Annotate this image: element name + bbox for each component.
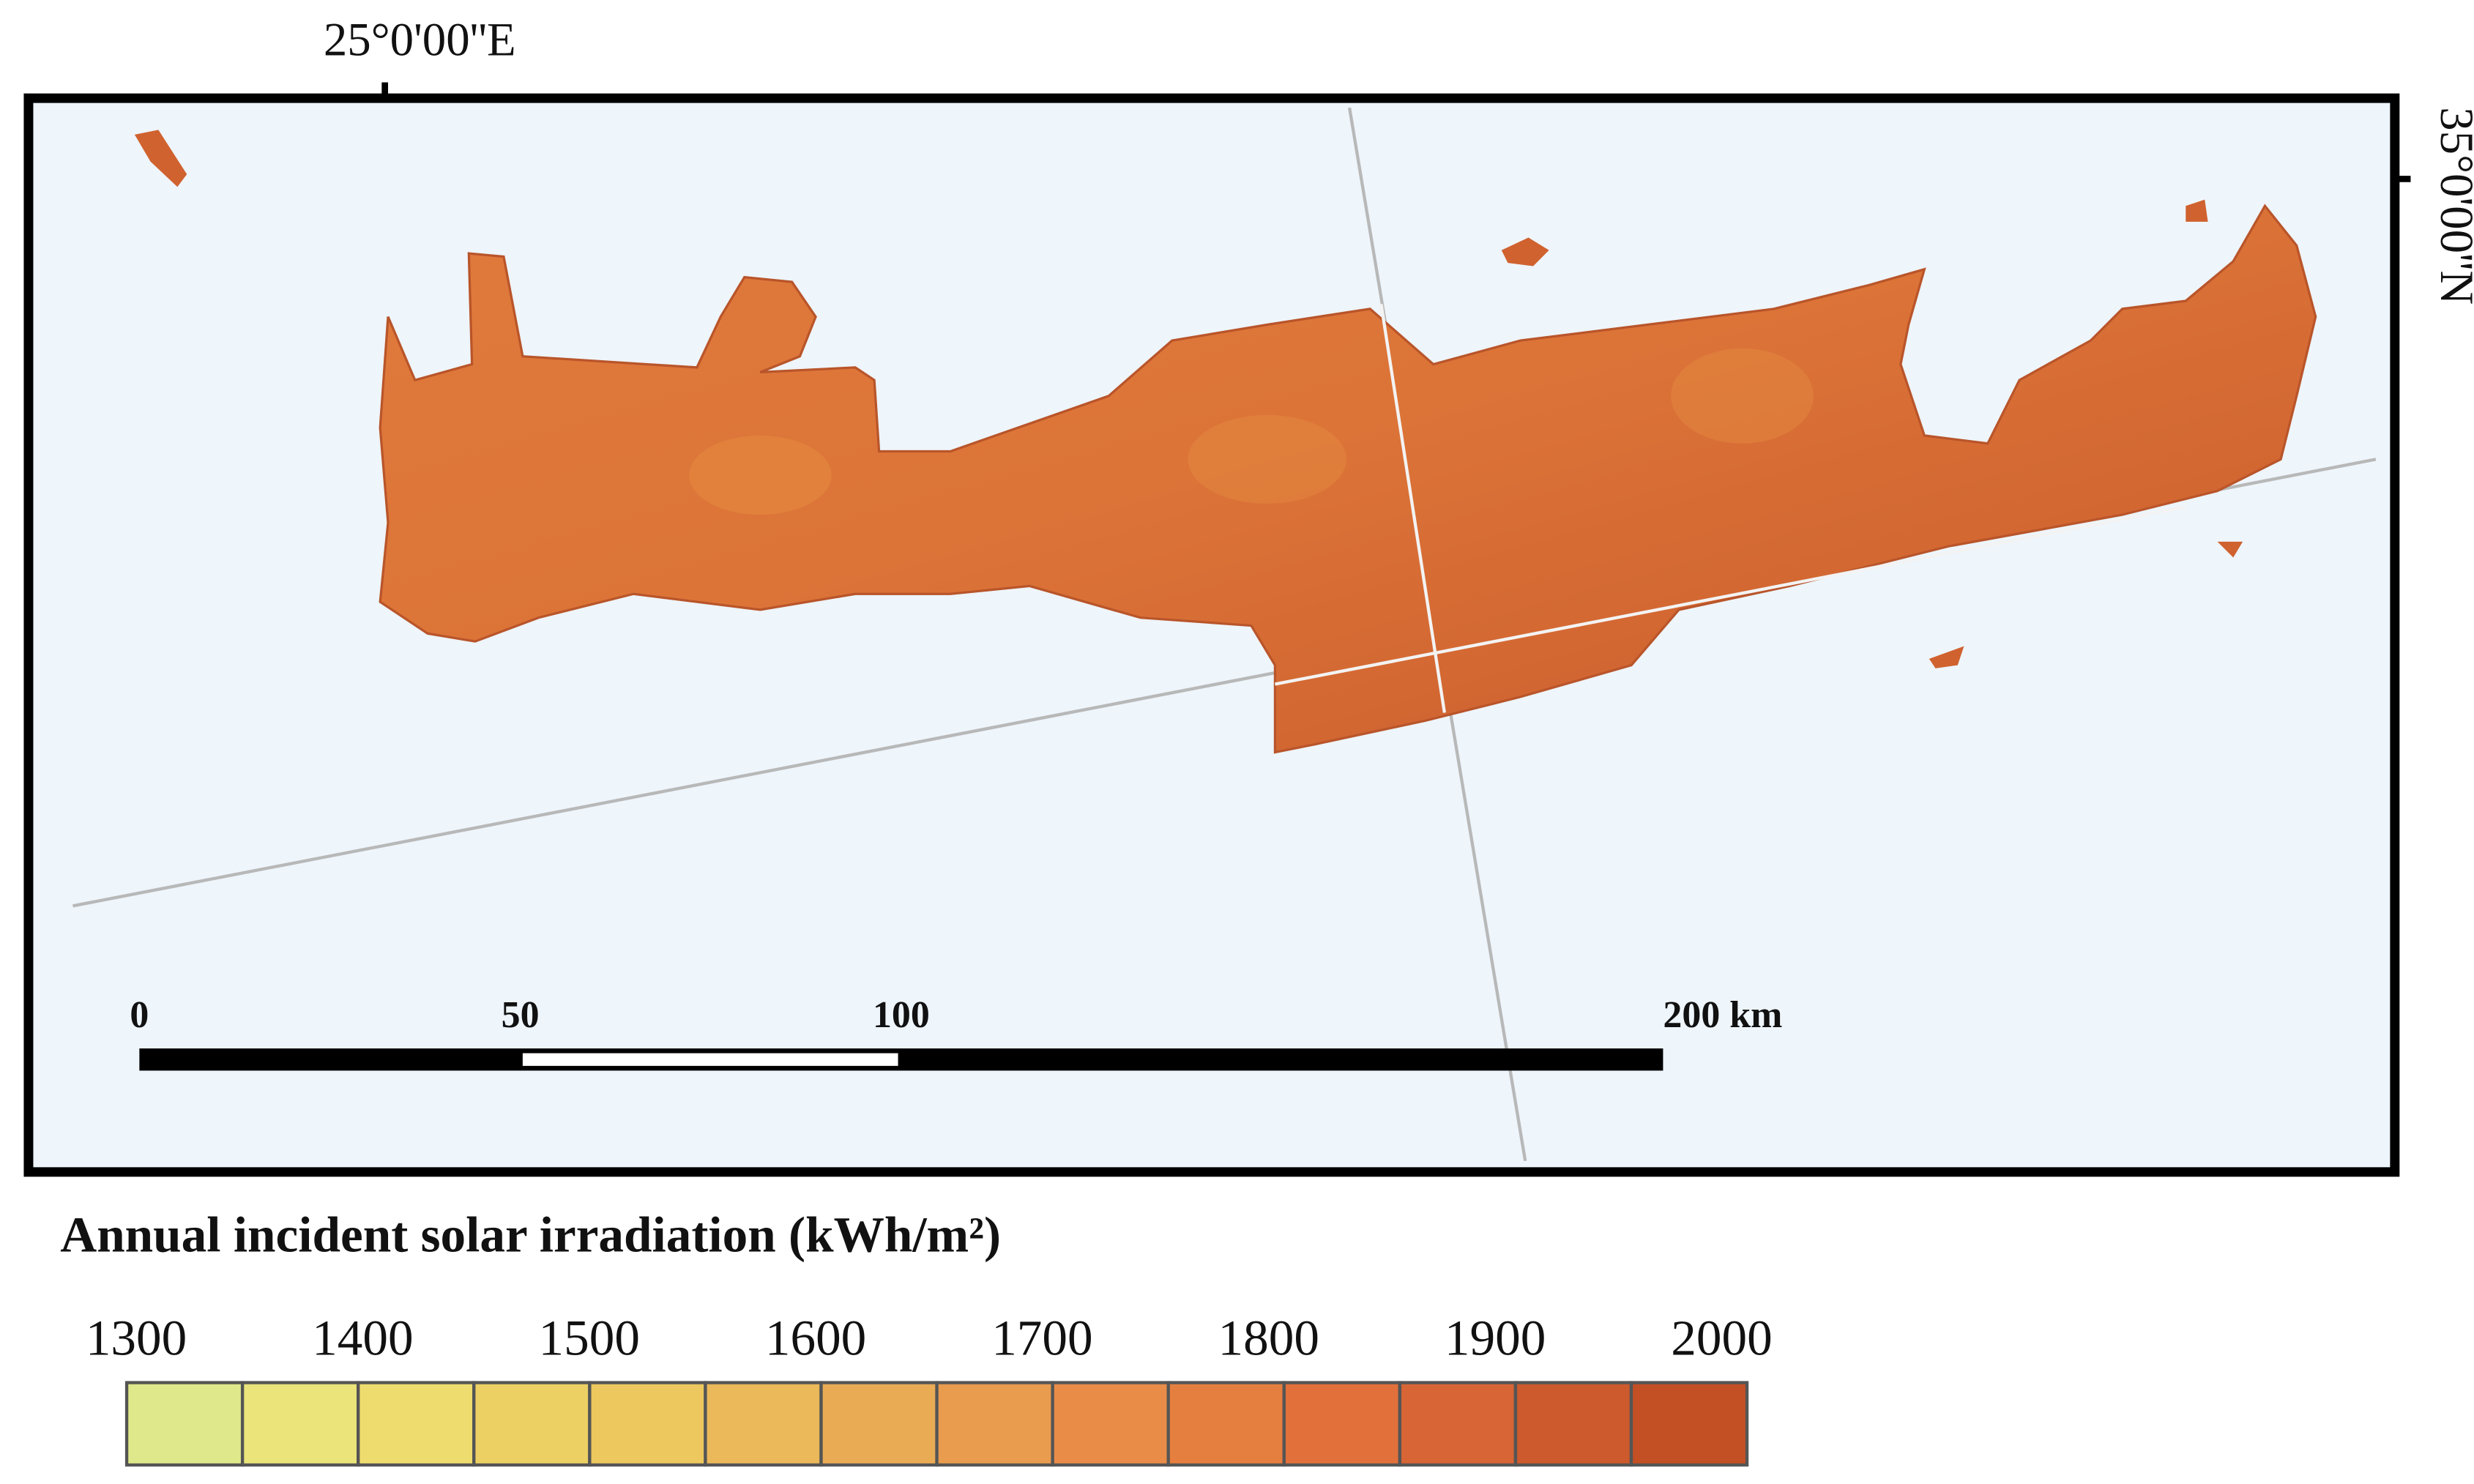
latitude-label: 35°0'00''N [2430,107,2474,305]
terrain-highlight [689,435,832,515]
islet [2217,541,2243,558]
legend-swatch [819,1381,939,1467]
scale-bar-segment [522,1053,898,1066]
legend-swatch [1051,1381,1170,1467]
islet [134,130,187,187]
map-frame [23,93,2400,1177]
legend-tick-label: 1700 [991,1309,1092,1365]
terrain-highlight [1671,348,1814,444]
legend-swatch [588,1381,707,1467]
graticule-over-land [1379,304,1447,713]
legend-swatch [1282,1381,1402,1467]
islet [2186,199,2208,222]
legend-tick-label: 2000 [1671,1309,1772,1365]
islet [1929,646,1964,668]
scale-labels: 0 50 100 200 km [130,994,1782,1036]
longitude-label: 25°0'00''E [324,13,516,66]
legend-swatch [1629,1381,1749,1467]
legend-swatch [1513,1381,1633,1467]
legend-swatch [1398,1381,1518,1467]
legend-ticks: 1300 1400 1500 1600 1700 1800 1900 2000 [86,1309,1773,1365]
island-crete [379,204,2317,754]
legend-tick-label: 1500 [539,1309,640,1365]
islet [1501,237,1549,266]
legend-title: Annual incident solar irradiation (kWh/m… [60,1207,1001,1263]
scale-label: 200 km [1663,994,1782,1036]
legend-swatch [124,1381,245,1467]
scale-label: 100 [873,994,930,1036]
legend-tick-label: 1800 [1218,1309,1319,1365]
scale-label: 0 [130,994,149,1036]
legend-tick-label: 1900 [1445,1309,1546,1365]
legend-swatch [704,1381,823,1467]
legend-swatch [935,1381,1054,1467]
legend-swatches [124,1381,1749,1467]
legend-swatch [472,1381,592,1467]
graticule-over-land [1275,505,2186,686]
legend-swatch [240,1381,360,1467]
legend-tick-label: 1400 [312,1309,413,1365]
legend-tick-label: 1600 [765,1309,866,1365]
legend-swatch [357,1381,476,1467]
scale-bar [139,1048,1663,1071]
scale-label: 50 [502,994,540,1036]
terrain-highlight [1188,414,1346,504]
legend-swatch [1166,1381,1286,1467]
legend-tick-label: 1300 [86,1309,187,1365]
sea [28,98,2395,1172]
